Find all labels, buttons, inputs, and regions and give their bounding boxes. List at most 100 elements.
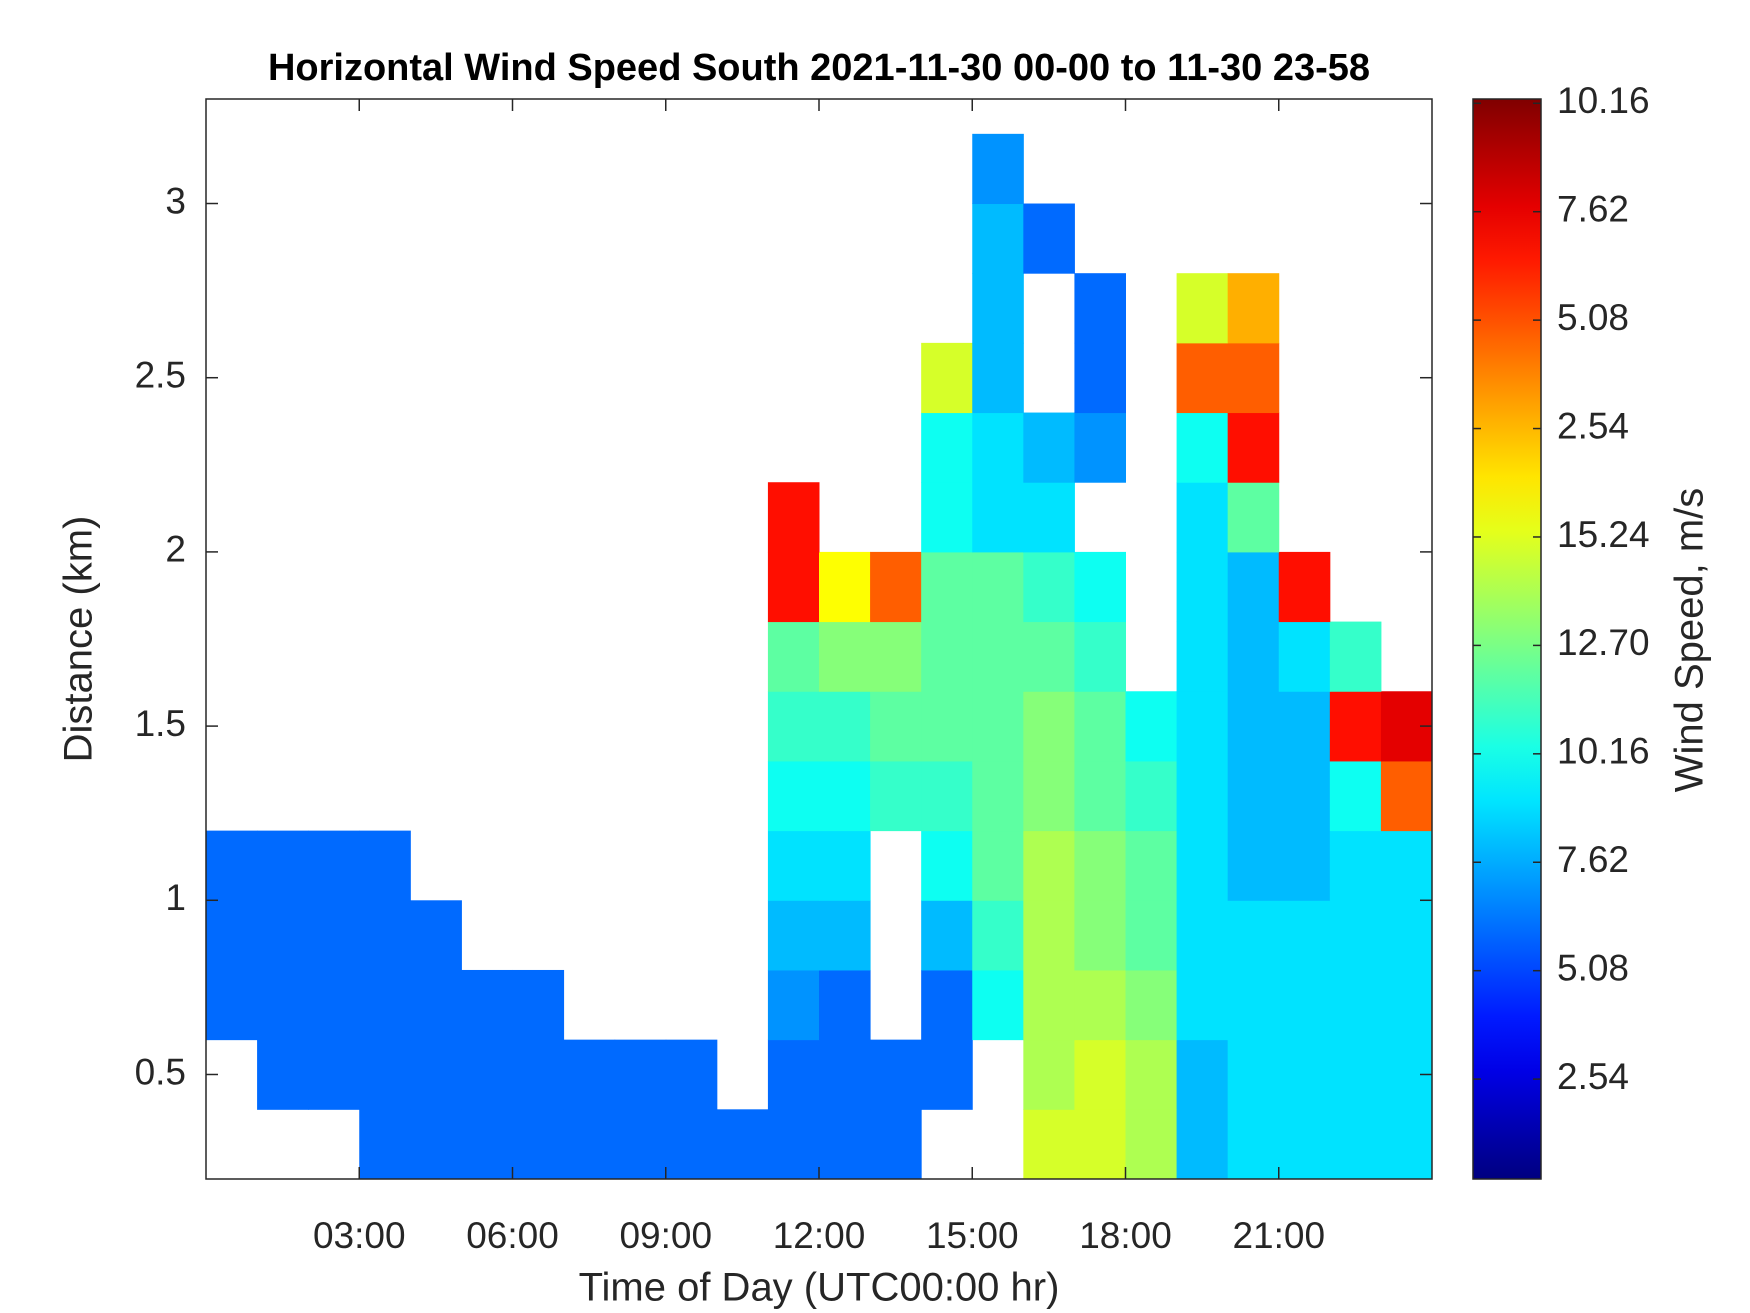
heatmap-cell bbox=[1023, 482, 1075, 553]
heatmap-cell bbox=[410, 1039, 462, 1110]
heatmap-cell bbox=[1380, 969, 1433, 1041]
heatmap-cell bbox=[1074, 273, 1126, 344]
y-tick-label: 2 bbox=[165, 529, 186, 570]
heatmap-cell bbox=[1023, 969, 1075, 1041]
heatmap-cell bbox=[257, 830, 309, 901]
heatmap-cell bbox=[308, 830, 360, 901]
heatmap-cell bbox=[1227, 551, 1280, 623]
heatmap-cell bbox=[1227, 273, 1280, 344]
heatmap-cell bbox=[819, 830, 871, 901]
heatmap-cell bbox=[1023, 412, 1075, 483]
heatmap-cell bbox=[972, 691, 1024, 762]
heatmap-cell bbox=[1329, 621, 1382, 692]
heatmap-cell bbox=[1329, 760, 1382, 832]
heatmap-cell bbox=[1023, 830, 1075, 901]
heatmap-cell bbox=[870, 1109, 922, 1180]
heatmap-cell bbox=[819, 900, 871, 971]
heatmap-cell bbox=[1023, 551, 1075, 623]
y-axis-label: Distance (km) bbox=[57, 516, 101, 763]
heatmap-cell bbox=[1074, 1039, 1126, 1110]
heatmap-cell bbox=[1278, 691, 1331, 762]
heatmap-cell bbox=[1176, 900, 1229, 971]
heatmap-cell bbox=[1074, 830, 1126, 901]
heatmap-cell bbox=[767, 830, 820, 901]
heatmap-cell bbox=[921, 342, 973, 414]
heatmap-cell bbox=[1380, 900, 1433, 971]
heatmap-cell bbox=[767, 551, 820, 623]
heatmap-cell bbox=[1176, 691, 1229, 762]
heatmap-cell bbox=[767, 760, 820, 832]
heatmap-cell bbox=[1278, 551, 1331, 623]
colorbar-tick-label: 15.24 bbox=[1557, 514, 1650, 555]
heatmap-cell bbox=[1329, 1039, 1382, 1110]
heatmap-cell bbox=[461, 969, 513, 1041]
colorbar-tick-label: 5.08 bbox=[1557, 297, 1629, 338]
heatmap-cell bbox=[1227, 969, 1280, 1041]
heatmap-cell bbox=[1074, 342, 1126, 414]
colorbar-label: Wind Speed, m/s bbox=[1668, 488, 1712, 793]
heatmap-cell bbox=[1380, 830, 1433, 901]
heatmap-cell bbox=[972, 342, 1024, 414]
heatmap-cell bbox=[1278, 760, 1331, 832]
heatmap-cell bbox=[1329, 830, 1382, 901]
colorbar-tick-label: 12.70 bbox=[1557, 622, 1650, 663]
heatmap-cell bbox=[972, 203, 1024, 274]
heatmap-cell bbox=[1278, 900, 1331, 971]
heatmap-cell bbox=[1074, 412, 1126, 483]
heatmap-cell bbox=[614, 1109, 667, 1180]
heatmap-cell bbox=[308, 900, 360, 971]
x-axis-label: Time of Day (UTC00:00 hr) bbox=[579, 1266, 1060, 1310]
heatmap-cell bbox=[1074, 900, 1126, 971]
heatmap-cell bbox=[1125, 1039, 1178, 1110]
heatmap-cell bbox=[819, 1109, 871, 1180]
axes: 03:00 06:00 09:00 12:00 15:00 18:00 21:00 0.5 1 1… bbox=[135, 98, 1433, 1256]
heatmap-cell bbox=[512, 969, 565, 1041]
heatmap-cell bbox=[870, 551, 922, 623]
heatmap-cell bbox=[972, 900, 1024, 971]
heatmap-cell bbox=[921, 691, 973, 762]
heatmap-cell bbox=[870, 691, 922, 762]
colorbar-tick-label: 2.54 bbox=[1557, 1056, 1629, 1097]
heatmap-cell bbox=[921, 412, 973, 483]
heatmap-cell bbox=[972, 830, 1024, 901]
colorbar-tick-label: 7.62 bbox=[1557, 839, 1629, 880]
y-tick-label: 2.5 bbox=[135, 354, 186, 395]
heatmap-cell bbox=[1176, 342, 1229, 414]
heatmap-cell bbox=[1278, 969, 1331, 1041]
heatmap-cell bbox=[870, 621, 922, 692]
heatmap-cell bbox=[461, 1039, 513, 1110]
heatmap-cell bbox=[1023, 203, 1075, 274]
heatmap-cell bbox=[359, 969, 411, 1041]
heatmap-cell bbox=[665, 1039, 718, 1110]
heatmap-cell bbox=[1125, 1109, 1178, 1180]
heatmap-cell bbox=[614, 1039, 667, 1110]
heatmap-cell bbox=[1176, 482, 1229, 553]
heatmap-cell bbox=[1023, 621, 1075, 692]
heatmap-cell bbox=[1329, 900, 1382, 971]
heatmap-cell bbox=[1227, 760, 1280, 832]
heatmap-cell bbox=[257, 900, 309, 971]
heatmap-cell bbox=[1176, 551, 1229, 623]
heatmap-cell bbox=[921, 969, 973, 1041]
colorbar-fill bbox=[1472, 98, 1542, 1180]
heatmap-cell bbox=[1176, 969, 1229, 1041]
heatmap-cell bbox=[767, 1039, 820, 1110]
heatmap-cell bbox=[1227, 830, 1280, 901]
y-tick-label: 1 bbox=[165, 877, 186, 918]
heatmap-cell bbox=[1176, 1109, 1229, 1180]
heatmap-cell bbox=[1176, 273, 1229, 344]
y-tick-label: 1.5 bbox=[135, 703, 186, 744]
heatmap-cell bbox=[972, 551, 1024, 623]
colorbar-tick-label: 10.16 bbox=[1557, 731, 1650, 772]
x-tick-label: 15:00 bbox=[926, 1215, 1019, 1256]
chart-title: Horizontal Wind Speed South 2021-11-30 0… bbox=[268, 47, 1370, 89]
heatmap-cell bbox=[410, 1109, 462, 1180]
heatmap-cell bbox=[767, 482, 820, 553]
heatmap-cell bbox=[1329, 969, 1382, 1041]
heatmap-cell bbox=[1023, 691, 1075, 762]
heatmap-cell bbox=[972, 273, 1024, 344]
heatmap-cell bbox=[972, 482, 1024, 553]
heatmap-cell bbox=[1074, 551, 1126, 623]
heatmap-cell bbox=[410, 900, 462, 971]
